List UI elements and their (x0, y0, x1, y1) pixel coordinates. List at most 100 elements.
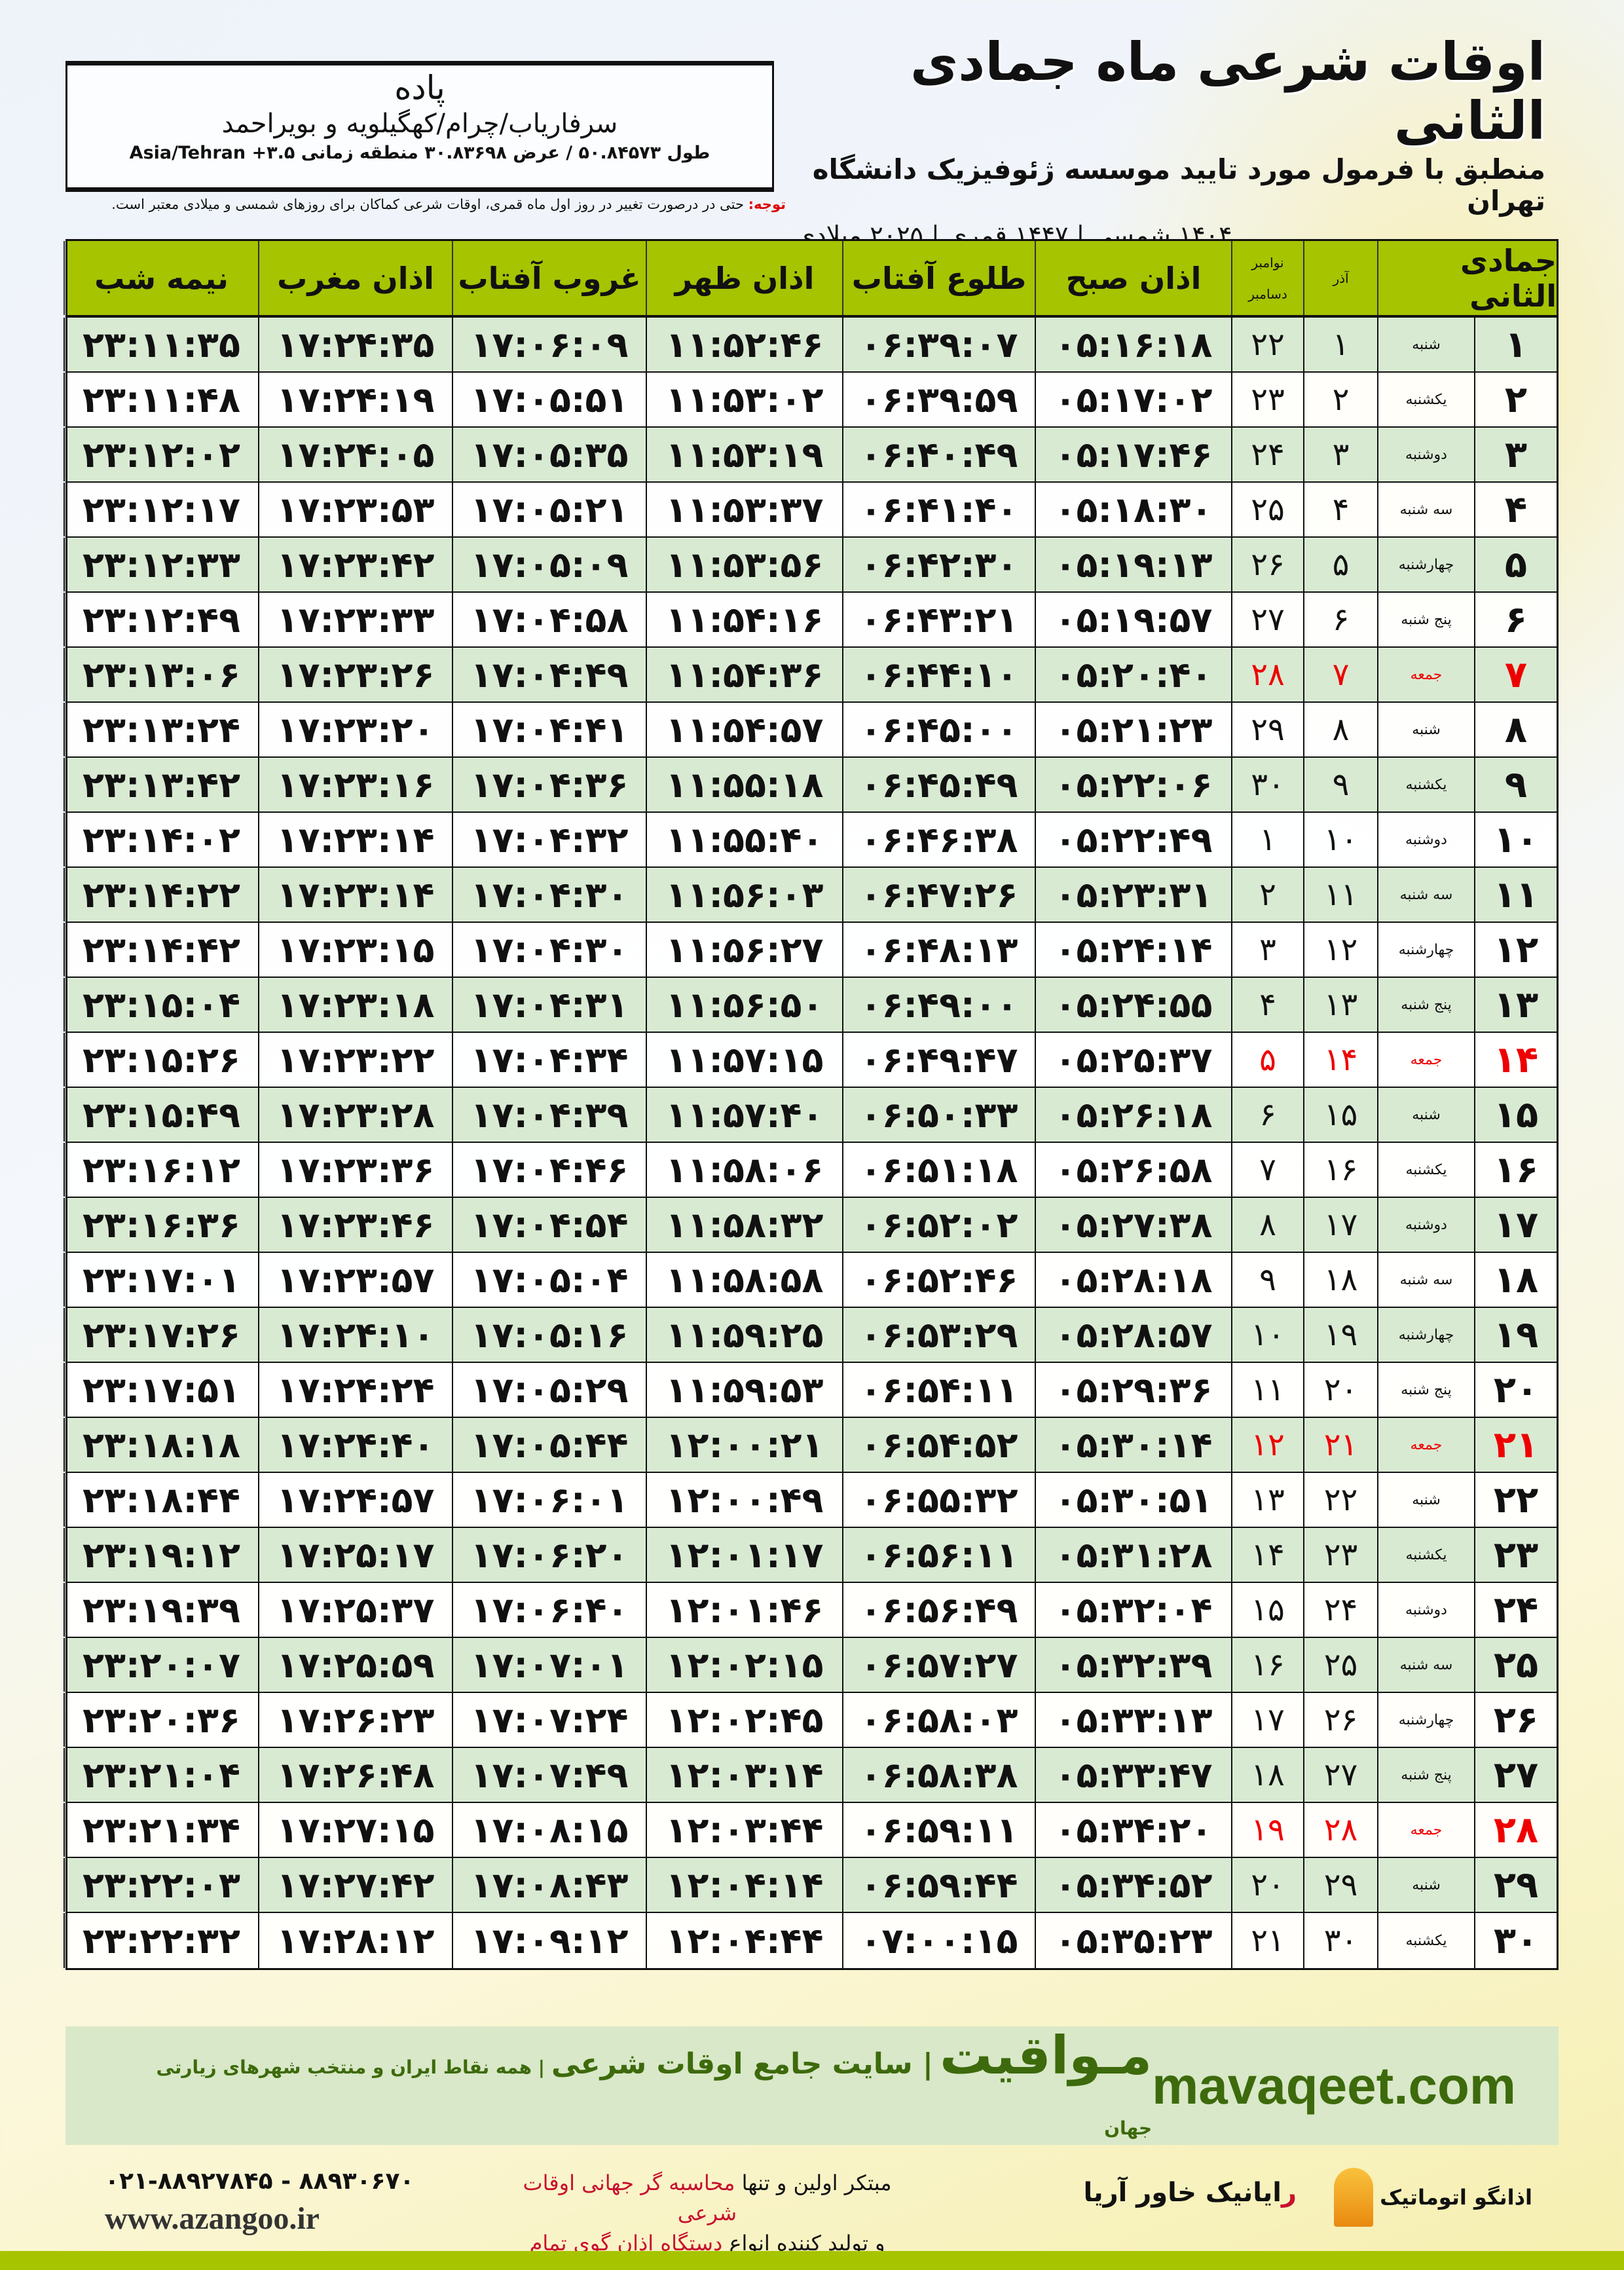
table-row: ۲۷ پنج شنبه ۲۷ ۱۸ ۰۵:۳۳:۴۷ ۰۶:۵۸:۳۸ ۱۲:۰۳:۱۴ ۱۷… (64, 1748, 1557, 1803)
advertisement: ۰۲۱-۸۸۹۲۷۸۴۵ - ۸۸۹۳۰۶۷۰ www.azangoo.ir م… (65, 2155, 1559, 2270)
dhuhr-time: ۱۱:۵۶:۲۷ (646, 923, 842, 977)
sunset-time: ۱۷:۰۴:۴۶ (452, 1143, 646, 1197)
weekday: یکشنبه (1377, 1528, 1474, 1582)
dhuhr-time: ۱۱:۵۸:۰۶ (646, 1143, 842, 1197)
maghrib-time: ۱۷:۲۶:۲۳ (258, 1693, 452, 1747)
sunset-time: ۱۷:۰۷:۰۱ (452, 1638, 646, 1692)
dhuhr-time: ۱۲:۰۲:۴۵ (646, 1693, 842, 1747)
sunrise-time: ۰۶:۴۹:۰۰ (842, 978, 1035, 1032)
header-sunset: غروب آفتاب (452, 241, 646, 315)
dhuhr-time: ۱۲:۰۴:۴۴ (646, 1913, 842, 1968)
azar-day: ۲۴ (1303, 1583, 1377, 1637)
sunset-time: ۱۷:۰۵:۵۱ (452, 373, 646, 426)
fajr-time: ۰۵:۳۳:۱۳ (1035, 1693, 1231, 1747)
sunset-time: ۱۷:۰۴:۵۴ (452, 1198, 646, 1252)
sunrise-time: ۰۶:۵۷:۲۷ (842, 1638, 1035, 1692)
table-row: ۲۹ شنبه ۲۹ ۲۰ ۰۵:۳۴:۵۲ ۰۶:۵۹:۴۴ ۱۲:۰۴:۱۴ ۱۷:۰۸:… (64, 1858, 1557, 1913)
fajr-time: ۰۵:۲۳:۳۱ (1035, 868, 1231, 921)
table-row: ۶ پنج شنبه ۶ ۲۷ ۰۵:۱۹:۵۷ ۰۶:۴۳:۲۱ ۱۱:۵۴:۱۶ ۱۷:۰… (64, 593, 1557, 648)
table-row: ۱۳ پنج شنبه ۱۳ ۴ ۰۵:۲۴:۵۵ ۰۶:۴۹:۰۰ ۱۱:۵۶:۵۰ ۱۷:… (64, 978, 1557, 1033)
coordinates: طول ۵۰.۸۴۵۷۳ / عرض ۳۰.۸۳۶۹۸ منطقه زمانی … (129, 142, 710, 163)
city-name: پاده (394, 69, 445, 107)
weekday: چهارشنبه (1377, 538, 1474, 591)
sunrise-time: ۰۶:۴۳:۲۱ (842, 593, 1035, 646)
header-hijri: جمادی الثانی (1377, 241, 1557, 315)
midnight-time: ۲۳:۱۷:۵۱ (64, 1363, 258, 1417)
gregorian-day: ۲۷ (1231, 593, 1303, 646)
midnight-time: ۲۳:۱۹:۳۹ (64, 1583, 258, 1637)
sunrise-time: ۰۶:۵۱:۱۸ (842, 1143, 1035, 1197)
fajr-time: ۰۵:۲۶:۱۸ (1035, 1088, 1231, 1142)
header-maghrib: اذان مغرب (258, 241, 452, 315)
weekday: پنج شنبه (1377, 1748, 1474, 1802)
dhuhr-time: ۱۲:۰۳:۴۴ (646, 1803, 842, 1857)
maghrib-time: ۱۷:۲۴:۲۴ (258, 1363, 452, 1417)
azar-day: ۲۵ (1303, 1638, 1377, 1692)
maghrib-time: ۱۷:۲۴:۵۷ (258, 1473, 452, 1527)
sunset-time: ۱۷:۰۵:۳۵ (452, 428, 646, 481)
azar-day: ۴ (1303, 483, 1377, 536)
fajr-time: ۰۵:۲۵:۳۷ (1035, 1033, 1231, 1087)
gregorian-day: ۲۲ (1231, 318, 1303, 371)
gregorian-day: ۱۵ (1231, 1583, 1303, 1637)
hijri-day: ۹ (1474, 758, 1557, 811)
fajr-time: ۰۵:۳۴:۲۰ (1035, 1803, 1231, 1857)
maghrib-time: ۱۷:۲۳:۵۳ (258, 483, 452, 536)
table-row: ۱۱ سه شنبه ۱۱ ۲ ۰۵:۲۳:۳۱ ۰۶:۴۷:۲۶ ۱۱:۵۶:۰۳ ۱۷:۰… (64, 868, 1557, 923)
azar-day: ۱۱ (1303, 868, 1377, 921)
header-dhuhr: اذان ظهر (646, 241, 842, 315)
sunrise-time: ۰۶:۵۸:۰۳ (842, 1693, 1035, 1747)
midnight-time: ۲۳:۱۸:۱۸ (64, 1418, 258, 1472)
table-row: ۱ شنبه ۱ ۲۲ ۰۵:۱۶:۱۸ ۰۶:۳۹:۰۷ ۱۱:۵۲:۴۶ ۱۷:۰۶:۰۹… (64, 318, 1557, 373)
hijri-day: ۲۷ (1474, 1748, 1557, 1802)
maghrib-time: ۱۷:۲۳:۵۷ (258, 1253, 452, 1307)
page-title: اوقات شرعی ماه جمادی الثانی (910, 31, 1545, 151)
maghrib-time: ۱۷:۲۴:۳۵ (258, 318, 452, 371)
dhuhr-time: ۱۱:۵۸:۵۸ (646, 1253, 842, 1307)
sunset-time: ۱۷:۰۴:۴۹ (452, 648, 646, 701)
sunrise-time: ۰۶:۵۳:۲۹ (842, 1308, 1035, 1362)
azar-label: آذر (1333, 270, 1349, 286)
sunrise-time: ۰۶:۵۲:۰۲ (842, 1198, 1035, 1252)
fajr-time: ۰۵:۲۲:۴۹ (1035, 813, 1231, 866)
hijri-day: ۱۸ (1474, 1253, 1557, 1307)
maghrib-time: ۱۷:۲۳:۲۸ (258, 1088, 452, 1142)
table-row: ۲۶ چهارشنبه ۲۶ ۱۷ ۰۵:۳۳:۱۳ ۰۶:۵۸:۰۳ ۱۲:۰۲:۴۵ ۱۷… (64, 1693, 1557, 1748)
hijri-day: ۱۹ (1474, 1308, 1557, 1362)
hijri-day: ۱۰ (1474, 813, 1557, 866)
azangoo-url[interactable]: www.azangoo.ir (105, 2201, 320, 2236)
sunrise-time: ۰۶:۴۸:۱۳ (842, 923, 1035, 977)
bottom-bar (0, 2251, 1624, 2270)
azar-day: ۱۴ (1303, 1033, 1377, 1087)
weekday: جمعه (1377, 1803, 1474, 1857)
hijri-day: ۲۶ (1474, 1693, 1557, 1747)
azar-day: ۹ (1303, 758, 1377, 811)
midnight-time: ۲۳:۱۴:۲۲ (64, 868, 258, 921)
sunrise-time: ۰۶:۴۷:۲۶ (842, 868, 1035, 921)
azar-day: ۱۸ (1303, 1253, 1377, 1307)
azar-day: ۷ (1303, 648, 1377, 701)
gregorian-day: ۲۵ (1231, 483, 1303, 536)
maghrib-time: ۱۷:۲۳:۱۶ (258, 758, 452, 811)
hijri-day: ۵ (1474, 538, 1557, 591)
midnight-time: ۲۳:۱۹:۱۲ (64, 1528, 258, 1582)
sunrise-time: ۰۶:۵۸:۳۸ (842, 1748, 1035, 1802)
gregorian-day: ۹ (1231, 1253, 1303, 1307)
dhuhr-time: ۱۲:۰۱:۴۶ (646, 1583, 842, 1637)
fajr-time: ۰۵:۱۷:۰۲ (1035, 373, 1231, 426)
hijri-day: ۲۵ (1474, 1638, 1557, 1692)
gregorian-day: ۸ (1231, 1198, 1303, 1252)
midnight-time: ۲۳:۱۲:۱۷ (64, 483, 258, 536)
december-label: دسامبر (1248, 286, 1287, 302)
sunset-time: ۱۷:۰۶:۴۰ (452, 1583, 646, 1637)
hijri-day: ۸ (1474, 703, 1557, 756)
gregorian-day: ۱۲ (1231, 1418, 1303, 1472)
promo-line1a: مبتکر اولین و تنها (735, 2170, 892, 2195)
fajr-time: ۰۵:۱۷:۴۶ (1035, 428, 1231, 481)
midnight-time: ۲۳:۱۵:۰۴ (64, 978, 258, 1032)
maghrib-time: ۱۷:۲۳:۱۴ (258, 868, 452, 921)
mavaqeet-url[interactable]: mavaqeet.com (1152, 2056, 1516, 2115)
table-row: ۲۱ جمعه ۲۱ ۱۲ ۰۵:۳۰:۱۴ ۰۶:۵۴:۵۲ ۱۲:۰۰:۲۱ ۱۷:۰۵:… (64, 1418, 1557, 1473)
weekday: چهارشنبه (1377, 1308, 1474, 1362)
gregorian-day: ۱۱ (1231, 1363, 1303, 1417)
